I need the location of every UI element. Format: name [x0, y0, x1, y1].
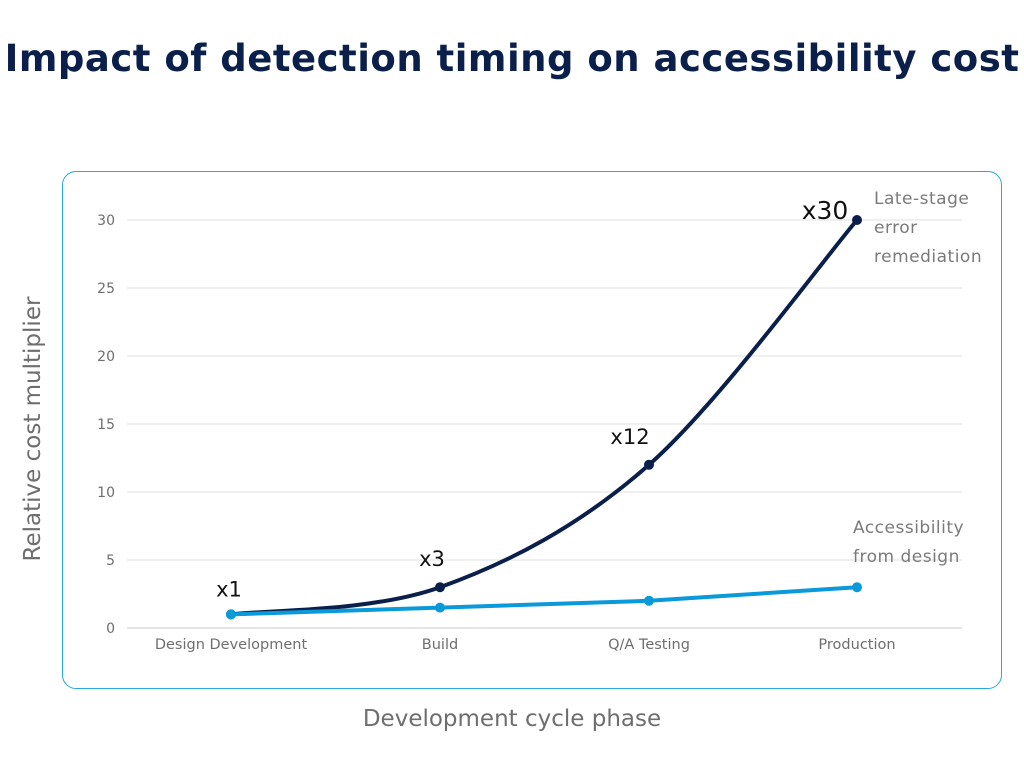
y-tick-label: 30	[97, 213, 115, 229]
chart-frame	[62, 171, 1002, 689]
data-label: x30	[802, 196, 849, 225]
data-point	[435, 602, 445, 613]
data-label: x12	[610, 425, 649, 449]
x-tick-label: Build	[422, 637, 458, 653]
x-tick-label: Q/A Testing	[608, 637, 690, 653]
x-tick-label: Design Development	[155, 637, 308, 653]
y-tick-label: 0	[106, 621, 115, 637]
chart-title: Impact of detection timing on accessibil…	[4, 37, 1020, 80]
y-tick-label: 10	[97, 485, 115, 501]
data-point	[226, 609, 236, 620]
data-point	[852, 215, 862, 225]
y-tick-label: 5	[106, 553, 115, 569]
y-tick-label: 20	[97, 349, 115, 365]
y-tick-label: 25	[97, 281, 115, 297]
series-label-late-stage: error	[874, 218, 918, 238]
series-label-late-stage: Late-stage	[874, 189, 969, 209]
series-label-accessibility: Accessibility	[853, 518, 964, 538]
series-label-late-stage: remediation	[874, 247, 982, 267]
series-line	[229, 218, 859, 617]
data-label: x1	[216, 577, 242, 601]
series-line	[229, 585, 859, 617]
data-point	[644, 459, 654, 470]
data-point	[852, 582, 862, 593]
x-axis-label: Development cycle phase	[362, 706, 662, 732]
y-tick-label: 15	[97, 417, 115, 433]
x-tick-label: Production	[818, 637, 895, 653]
data-point	[435, 582, 445, 593]
series-label-accessibility: from design	[853, 547, 960, 567]
y-axis-label: Relative cost multiplier	[20, 296, 46, 562]
data-point	[644, 595, 654, 606]
data-label: x3	[419, 547, 445, 571]
